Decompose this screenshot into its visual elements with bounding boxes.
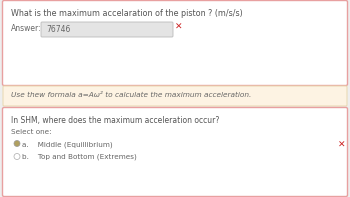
Text: ✕: ✕ [175,23,182,32]
FancyBboxPatch shape [2,1,348,85]
Text: Select one:: Select one: [11,129,52,135]
Text: a.    Middle (Equillibrium): a. Middle (Equillibrium) [22,141,113,148]
Text: Use thew formala a=Aω² to calculate the maximum acceleration.: Use thew formala a=Aω² to calculate the … [11,92,251,98]
Text: 76746: 76746 [46,25,70,34]
Circle shape [14,153,20,160]
FancyBboxPatch shape [3,86,347,106]
Text: ✕: ✕ [338,141,345,150]
FancyBboxPatch shape [41,22,173,37]
FancyBboxPatch shape [2,108,348,196]
Text: What is the maximum accelaration of the piston ? (m/s/s): What is the maximum accelaration of the … [11,9,243,18]
Text: b.    Top and Bottom (Extremes): b. Top and Bottom (Extremes) [22,154,137,161]
Text: Answer:: Answer: [11,24,42,33]
Text: In SHM, where does the maximum acceleration occur?: In SHM, where does the maximum accelerat… [11,116,219,125]
Circle shape [14,140,20,147]
